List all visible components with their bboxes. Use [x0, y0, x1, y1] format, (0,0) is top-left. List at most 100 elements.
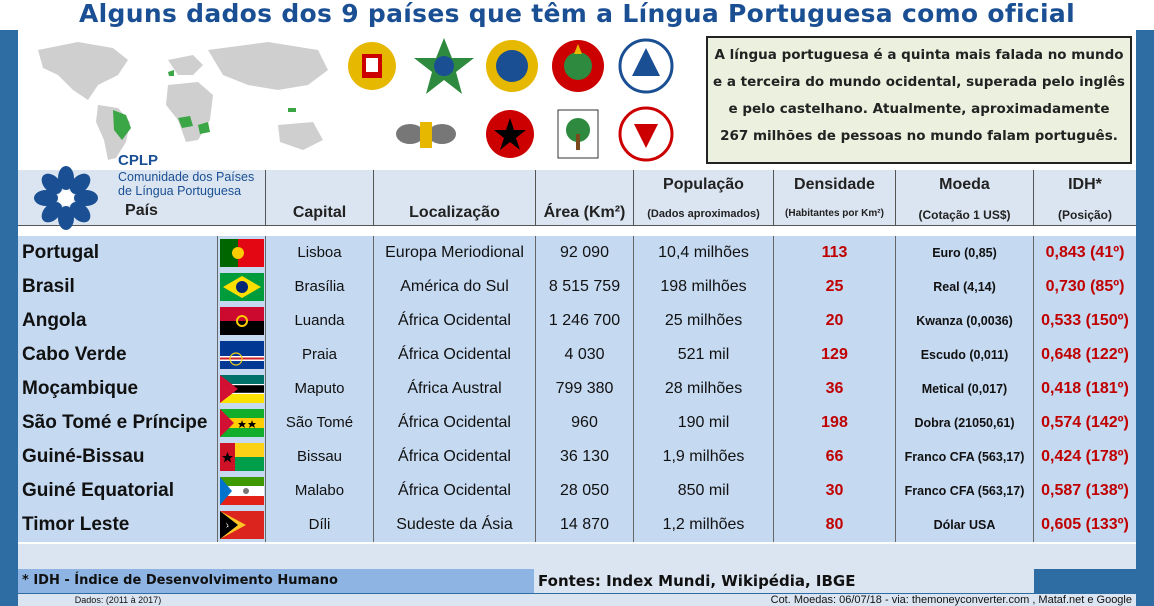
cell-idh: 0,648 (122º)	[1041, 346, 1129, 363]
cell-densidade: 30	[774, 474, 896, 508]
cell-capital: Bissau	[266, 440, 374, 474]
cell-moeda: Franco CFA (563,17)	[896, 440, 1034, 474]
sao-tome-flag-icon	[220, 409, 264, 437]
header-densidade: Densidade (Habitantes por Km²)	[774, 170, 896, 226]
cell-populacao: 198 milhões	[634, 270, 774, 304]
cell-moeda: Kwanza (0,0036)	[896, 304, 1034, 338]
table-row: São Tomé e Príncipe São Tomé África Ociden…	[18, 406, 1136, 440]
cell-populacao: 25 milhões	[634, 304, 774, 338]
table-row: Angola Luanda África Ocidental 1 246 700 25 …	[18, 304, 1136, 338]
cell-pais: Cabo Verde	[18, 338, 218, 372]
cell-densidade: 129	[774, 338, 896, 372]
cell-populacao: 1,9 milhões	[634, 440, 774, 474]
sao-tome-emblem-icon	[396, 122, 456, 148]
cell-pais: Brasil	[18, 270, 218, 304]
cell-localizacao: África Ocidental	[374, 440, 536, 474]
cell-capital: Maputo	[266, 372, 374, 406]
sources-note: Fontes: Index Mundi, Wikipédia, IBGE	[534, 569, 1034, 593]
table-row: Brasil Brasília América do Sul 8 515 759 198…	[18, 270, 1136, 304]
cell-area: 960	[536, 406, 634, 440]
cell-localizacao: África Austral	[374, 372, 536, 406]
cell-populacao: 10,4 milhões	[634, 236, 774, 270]
cplp-logo-icon	[34, 166, 98, 230]
data-table: País Capital Localização Área (Km²) Popu…	[18, 152, 1136, 544]
cell-populacao: 1,2 milhões	[634, 508, 774, 542]
cell-area: 8 515 759	[536, 270, 634, 304]
timor-leste-emblem-icon	[618, 106, 674, 162]
cell-localizacao: África Ocidental	[374, 474, 536, 508]
cell-pais: Angola	[18, 304, 218, 338]
cell-area: 1 246 700	[536, 304, 634, 338]
cell-area: 14 870	[536, 508, 634, 542]
cell-flag	[218, 270, 266, 304]
cell-moeda: Dólar USA	[896, 508, 1034, 542]
cell-densidade: 25	[774, 270, 896, 304]
cell-moeda: Escudo (0,011)	[896, 338, 1034, 372]
cell-capital: Díli	[266, 508, 374, 542]
guinea-bissau-emblem-icon	[486, 110, 534, 158]
cell-populacao: 521 mil	[634, 338, 774, 372]
info-text-box: A língua portuguesa é a quinta mais fala…	[706, 36, 1132, 164]
cell-idh: 0,730 (85º)	[1045, 278, 1125, 295]
cell-densidade: 66	[774, 440, 896, 474]
portugal-flag-icon	[220, 239, 264, 267]
cell-capital: São Tomé	[266, 406, 374, 440]
cell-flag	[218, 338, 266, 372]
cell-densidade: 36	[774, 372, 896, 406]
cabo-verde-flag-icon	[220, 341, 264, 369]
cell-pais: Timor Leste	[18, 508, 218, 542]
cell-populacao: 190 mil	[634, 406, 774, 440]
portugal-emblem-icon	[348, 42, 396, 90]
info-line: A língua portuguesa é a quinta mais fala…	[714, 47, 1124, 63]
cell-localizacao: África Ocidental	[374, 406, 536, 440]
cell-flag	[218, 474, 266, 508]
cell-idh: 0,605 (133º)	[1041, 516, 1129, 533]
equatorial-guinea-emblem-icon	[557, 109, 599, 159]
cell-capital: Luanda	[266, 304, 374, 338]
cell-localizacao: Europa Meriodional	[374, 236, 536, 270]
header-capital: Capital	[266, 170, 374, 226]
header-idh: IDH* (Posição)	[1034, 170, 1136, 226]
mozambique-flag-icon	[220, 375, 264, 403]
cell-densidade: 80	[774, 508, 896, 542]
cell-area: 799 380	[536, 372, 634, 406]
cell-moeda: Dobra (21050,61)	[896, 406, 1034, 440]
cell-densidade: 113	[774, 236, 896, 270]
cplp-subtitle: Comunidade dos Países	[118, 170, 255, 184]
brazil-emblem-icon	[414, 38, 474, 94]
header-populacao: População (Dados aproximados)	[634, 170, 774, 226]
table-row: Portugal Lisboa Europa Meriodional 92 090 10…	[18, 236, 1136, 270]
cell-pais: Guiné-Bissau	[18, 440, 218, 474]
dates-note: Dados: (2011 à 2017)	[18, 594, 218, 606]
cell-localizacao: África Ocidental	[374, 338, 536, 372]
cell-localizacao: África Ocidental	[374, 304, 536, 338]
timor-leste-flag-icon	[220, 511, 264, 539]
cell-flag	[218, 304, 266, 338]
info-line: 267 milhões de pessoas no mundo falam po…	[720, 128, 1118, 144]
info-line: e pelo castelhano. Atualmente, aproximad…	[728, 101, 1110, 117]
cplp-subtitle: de Língua Portuguesa	[118, 184, 242, 198]
page-title: Alguns dados dos 9 países que têm a Líng…	[0, 0, 1154, 30]
cell-pais: São Tomé e Príncipe	[18, 406, 218, 440]
table-row: Cabo Verde Praia África Ocidental 4 030 521 …	[18, 338, 1136, 372]
cell-idh: 0,843 (41º)	[1045, 244, 1125, 261]
mozambique-emblem-icon	[552, 40, 604, 92]
idh-footnote: * IDH - Índice de Desenvolvimento Humano	[18, 569, 534, 593]
cell-pais: Guiné Equatorial	[18, 474, 218, 508]
cell-pais: Moçambique	[18, 372, 218, 406]
cell-capital: Lisboa	[266, 236, 374, 270]
cell-densidade: 20	[774, 304, 896, 338]
cell-capital: Brasília	[266, 270, 374, 304]
cell-idh: 0,587 (138º)	[1041, 482, 1129, 499]
cabo-verde-emblem-icon	[618, 38, 674, 94]
guinea-bissau-flag-icon	[220, 443, 264, 471]
cell-idh: 0,533 (150º)	[1041, 312, 1129, 329]
cell-capital: Praia	[266, 338, 374, 372]
cell-localizacao: Sudeste da Ásia	[374, 508, 536, 542]
table-row: Guiné Equatorial Malabo África Ocidental 28…	[18, 474, 1136, 508]
cplp-name: CPLP	[118, 152, 159, 169]
currency-note: Cot. Moedas: 06/07/18 - via: themoneycon…	[218, 594, 1136, 606]
cell-moeda: Metical (0,017)	[896, 372, 1034, 406]
cell-moeda: Franco CFA (563,17)	[896, 474, 1034, 508]
world-map-icon	[18, 30, 338, 170]
